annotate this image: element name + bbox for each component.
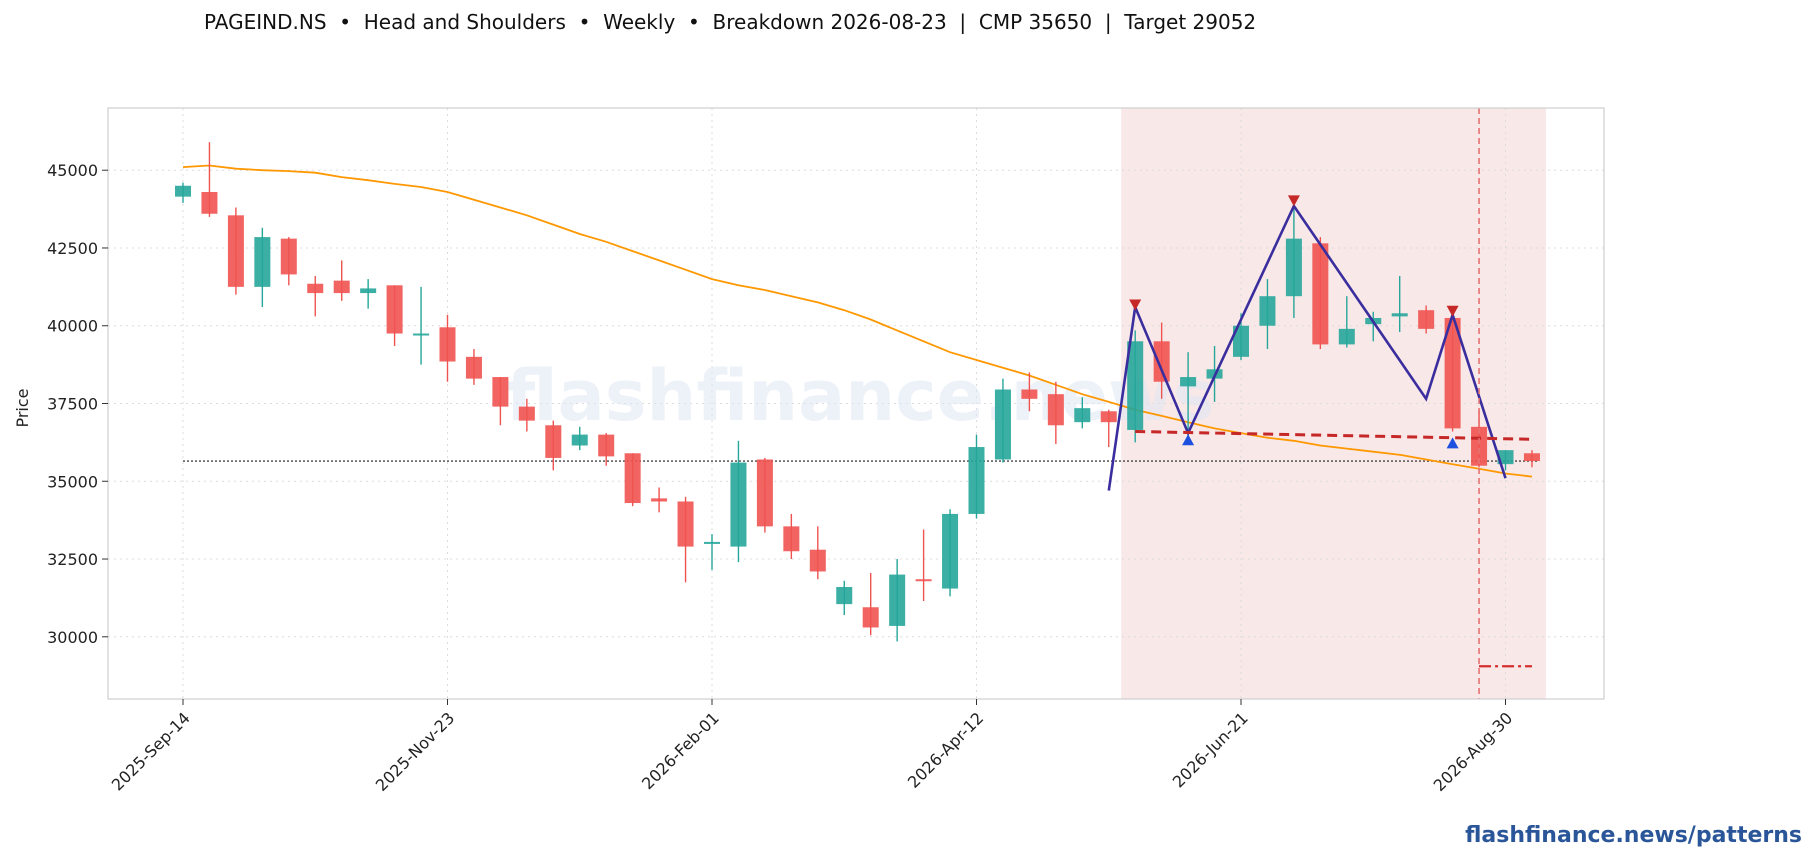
candle-body xyxy=(1418,310,1435,329)
candle-body xyxy=(1391,313,1408,317)
plot-frame xyxy=(107,107,1605,700)
candle-body xyxy=(889,574,906,626)
candle-body xyxy=(492,377,509,407)
candle-body xyxy=(1444,317,1461,429)
pattern-zigzag-line xyxy=(1107,203,1507,491)
candle-body xyxy=(1497,450,1514,465)
candle-body xyxy=(1259,296,1276,326)
candle-body xyxy=(545,425,562,458)
candle-body xyxy=(1338,328,1355,345)
x-tick-label: 2026-Feb-01 xyxy=(638,708,723,793)
y-axis-label: Price xyxy=(13,388,32,427)
candle-body xyxy=(862,607,879,628)
axes: 30000 32500 35000 37500 40000 42500 45000 2025-… xyxy=(47,107,1605,795)
pattern-zone-shade xyxy=(1121,108,1546,699)
candle-body xyxy=(915,579,932,582)
candle-body xyxy=(307,283,324,294)
x-tick-label: 2025-Sep-14 xyxy=(108,708,194,794)
peak-marker xyxy=(1129,299,1142,311)
y-tick-label: 35000 xyxy=(47,472,98,491)
candle-body xyxy=(942,513,959,589)
candle-body xyxy=(836,587,853,605)
candle-body xyxy=(227,215,244,287)
candle-body xyxy=(1180,377,1197,387)
candle-body xyxy=(1312,243,1329,345)
candle-body xyxy=(1100,411,1117,423)
y-tick-label: 40000 xyxy=(47,317,98,336)
candles xyxy=(175,142,1540,642)
candle-body xyxy=(518,406,535,421)
moving-average-line xyxy=(182,164,1533,478)
candle-body xyxy=(571,434,588,446)
grid xyxy=(108,108,1604,699)
peak-marker xyxy=(1446,305,1459,317)
x-tick-label: 2026-Jun-21 xyxy=(1169,708,1252,791)
candle-body xyxy=(175,185,191,197)
candle-body xyxy=(1233,325,1249,357)
candle-body xyxy=(386,285,403,334)
candle-body xyxy=(413,333,430,336)
candle-body xyxy=(280,238,297,275)
candle-body xyxy=(439,327,456,362)
candle-body xyxy=(360,288,377,294)
x-tick-label: 2025-Nov-23 xyxy=(372,708,459,795)
candle-body xyxy=(1523,453,1540,462)
source-credit: flashfinance.news/patterns xyxy=(1465,823,1802,848)
y-tick-label: 37500 xyxy=(47,395,98,414)
candle-body xyxy=(254,237,271,287)
candle-body xyxy=(1206,369,1223,379)
moving-average xyxy=(182,164,1533,478)
candle-body xyxy=(1365,317,1382,325)
candle-body xyxy=(704,541,720,544)
trough-marker xyxy=(1182,434,1195,446)
pattern-overlay xyxy=(1107,108,1532,699)
pattern-zone xyxy=(1121,108,1546,699)
candle-body xyxy=(624,453,641,504)
candle-body xyxy=(783,526,800,552)
candle-body xyxy=(730,462,747,547)
x-tick-label: 2026-Aug-30 xyxy=(1430,708,1517,795)
candle-body xyxy=(465,356,482,379)
candle-body xyxy=(1153,341,1170,382)
candle-body xyxy=(201,191,218,214)
candle-body xyxy=(756,459,773,527)
y-tick-label: 32500 xyxy=(47,550,98,569)
chart-title: PAGEIND.NS • Head and Shoulders • Weekly… xyxy=(204,10,1257,34)
y-tick-label: 45000 xyxy=(47,161,98,180)
candle-body xyxy=(1285,238,1302,297)
x-tick-label: 2026-Apr-12 xyxy=(904,708,987,791)
candle-body xyxy=(1127,341,1144,430)
candle-body xyxy=(677,501,694,547)
candle-body xyxy=(968,447,985,514)
candle-body xyxy=(1074,408,1091,423)
candle-body xyxy=(1047,394,1064,426)
candle-body xyxy=(809,549,826,572)
trough-marker xyxy=(1446,437,1459,449)
candle-body xyxy=(651,498,668,502)
candle-body xyxy=(1021,389,1038,399)
watermark: flashfinance.news xyxy=(506,355,1215,437)
y-tick-label: 42500 xyxy=(47,239,98,258)
peak-marker xyxy=(1287,195,1300,207)
neckline xyxy=(1135,429,1532,441)
candle-body xyxy=(333,280,350,294)
candle-body xyxy=(994,389,1011,460)
candle-body xyxy=(598,434,615,457)
candle-body xyxy=(1471,426,1488,466)
y-tick-label: 30000 xyxy=(47,628,98,647)
